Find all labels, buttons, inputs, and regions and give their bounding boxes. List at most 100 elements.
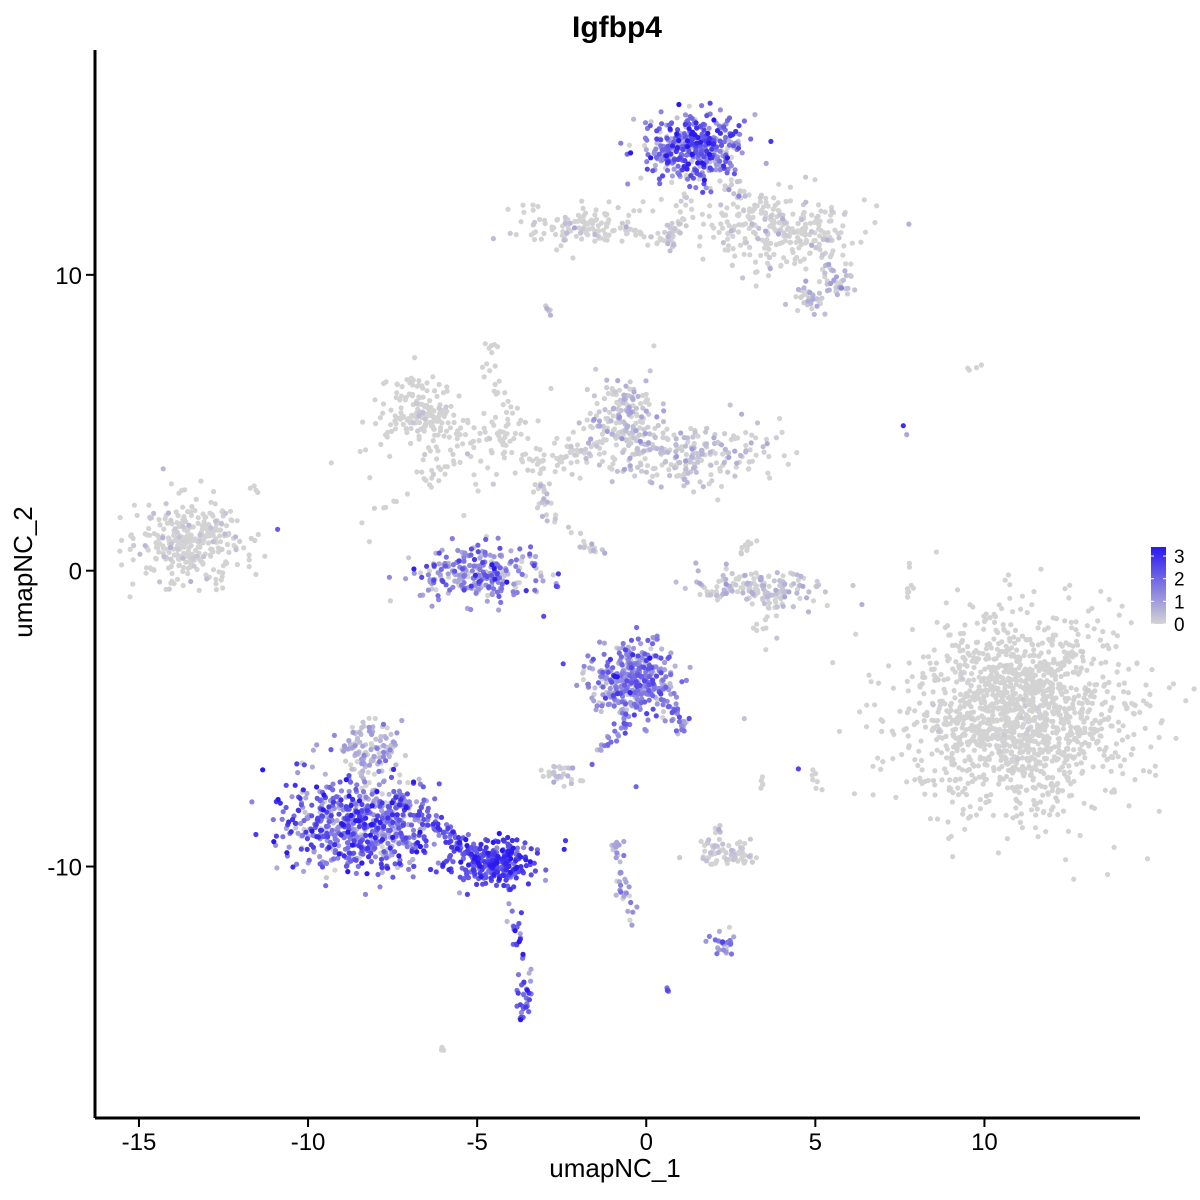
- cell-point: [996, 781, 1002, 787]
- cell-point: [936, 706, 942, 712]
- cell-point: [346, 788, 352, 795]
- cell-point: [921, 718, 927, 724]
- cell-point: [1072, 710, 1078, 716]
- cell-point: [744, 547, 750, 554]
- cell-point: [616, 842, 622, 848]
- cell-point: [792, 229, 798, 235]
- cell-point: [371, 505, 377, 511]
- cell-point: [416, 413, 422, 419]
- cell-point: [1116, 727, 1122, 734]
- cell-point: [615, 378, 621, 384]
- cell-point: [764, 237, 770, 243]
- cell-point: [800, 583, 806, 589]
- cell-point: [785, 225, 791, 231]
- cell-point: [621, 396, 627, 402]
- cell-point: [217, 533, 223, 539]
- cell-point: [983, 776, 989, 783]
- cell-point: [195, 515, 201, 521]
- cell-point: [832, 227, 838, 233]
- cell-point: [944, 755, 950, 761]
- cell-point: [251, 483, 257, 489]
- cell-point: [468, 440, 474, 446]
- cell-point: [1117, 763, 1124, 769]
- cell-point: [737, 131, 743, 137]
- cell-point: [1156, 734, 1162, 741]
- cell-point: [1031, 647, 1037, 653]
- cell-point: [870, 792, 876, 798]
- cell-point: [912, 777, 918, 783]
- cell-point: [1055, 780, 1061, 787]
- cell-point: [229, 517, 235, 524]
- cell-point: [1084, 667, 1090, 673]
- cell-point: [509, 449, 515, 456]
- cell-point: [560, 229, 566, 235]
- cell-point: [406, 555, 412, 561]
- cell-point: [592, 685, 598, 691]
- cell-point: [436, 478, 442, 484]
- cell-point: [616, 387, 623, 393]
- cell-point: [748, 540, 754, 547]
- cell-point: [1132, 777, 1138, 783]
- cell-point: [641, 448, 647, 454]
- cell-point: [1023, 731, 1029, 737]
- cell-point: [1062, 618, 1068, 624]
- cell-point: [870, 763, 876, 769]
- cell-point: [526, 970, 532, 976]
- cell-point: [359, 725, 365, 731]
- cell-point: [592, 238, 598, 244]
- cell-point: [1042, 712, 1048, 718]
- cell-point: [1056, 740, 1062, 746]
- cell-point: [807, 289, 813, 295]
- cell-point: [436, 405, 442, 411]
- cell-point: [338, 788, 345, 794]
- cell-point: [950, 854, 956, 860]
- cell-point: [634, 624, 640, 631]
- cell-point: [949, 750, 955, 757]
- cell-point: [198, 478, 204, 484]
- cell-point: [977, 754, 984, 760]
- cell-point: [1120, 771, 1126, 777]
- cell-point: [816, 226, 822, 232]
- cell-point: [766, 573, 772, 579]
- cell-point: [773, 613, 780, 619]
- cell-point: [314, 742, 320, 748]
- cell-point: [438, 566, 444, 573]
- cell-point: [384, 810, 390, 816]
- cell-point: [906, 743, 912, 749]
- cell-point: [606, 409, 613, 415]
- cell-point: [500, 571, 506, 577]
- cell-point: [119, 537, 125, 543]
- cell-point: [682, 443, 689, 449]
- cell-point: [345, 840, 351, 846]
- cell-point: [638, 401, 644, 407]
- cell-point: [617, 419, 623, 425]
- cell-point: [790, 571, 796, 577]
- cell-point: [835, 230, 841, 236]
- cell-point: [362, 779, 368, 785]
- cell-point: [638, 231, 644, 237]
- cell-point: [803, 266, 809, 272]
- cell-point: [631, 435, 637, 441]
- cell-point: [1034, 705, 1041, 711]
- cell-point: [416, 776, 422, 782]
- cell-point: [991, 619, 998, 626]
- cell-point: [1075, 727, 1081, 734]
- cell-point: [638, 641, 644, 647]
- cell-point: [706, 837, 712, 843]
- cell-point: [819, 787, 825, 793]
- cell-point: [1125, 734, 1131, 740]
- cell-point: [1075, 631, 1081, 638]
- cell-point: [921, 691, 927, 697]
- cell-point: [507, 438, 513, 444]
- cell-point: [749, 859, 756, 865]
- cell-point: [905, 688, 911, 694]
- cell-point: [577, 530, 584, 537]
- cell-point: [1037, 727, 1043, 733]
- cell-point: [859, 601, 865, 608]
- cell-point: [994, 718, 1000, 724]
- cell-point: [457, 432, 463, 438]
- cell-point: [957, 631, 964, 637]
- cell-point: [634, 704, 640, 710]
- cell-point: [670, 242, 677, 248]
- cell-point: [807, 250, 813, 256]
